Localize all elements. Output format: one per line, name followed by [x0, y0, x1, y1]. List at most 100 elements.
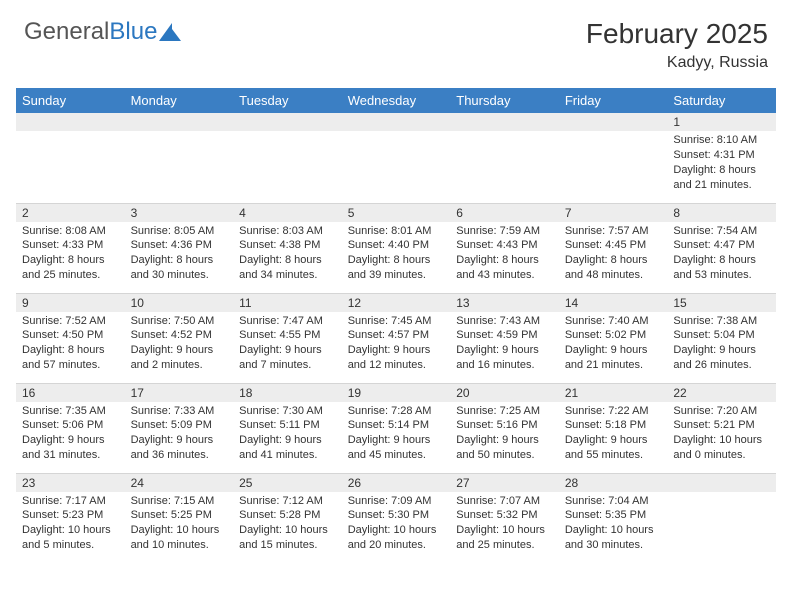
- calendar-day-cell: 9Sunrise: 7:52 AMSunset: 4:50 PMDaylight…: [16, 293, 125, 383]
- day-number: 11: [233, 294, 342, 312]
- calendar-day-cell: 11Sunrise: 7:47 AMSunset: 4:55 PMDayligh…: [233, 293, 342, 383]
- sunset-text: Sunset: 4:38 PM: [239, 238, 336, 253]
- calendar-day-cell: 6Sunrise: 7:59 AMSunset: 4:43 PMDaylight…: [450, 203, 559, 293]
- day-number: 18: [233, 384, 342, 402]
- sunset-text: Sunset: 4:36 PM: [131, 238, 228, 253]
- calendar-day-cell: 14Sunrise: 7:40 AMSunset: 5:02 PMDayligh…: [559, 293, 668, 383]
- sunset-text: Sunset: 5:14 PM: [348, 418, 445, 433]
- sunset-text: Sunset: 5:04 PM: [673, 328, 770, 343]
- sunrise-text: Sunrise: 7:22 AM: [565, 404, 662, 419]
- day-details: Sunrise: 7:15 AMSunset: 5:25 PMDaylight:…: [125, 492, 234, 557]
- sunrise-text: Sunrise: 7:30 AM: [239, 404, 336, 419]
- day-details: Sunrise: 7:25 AMSunset: 5:16 PMDaylight:…: [450, 402, 559, 467]
- calendar-day-cell: 18Sunrise: 7:30 AMSunset: 5:11 PMDayligh…: [233, 383, 342, 473]
- day-number: 1: [667, 113, 776, 131]
- logo-triangle-icon: [159, 23, 183, 41]
- sunrise-text: Sunrise: 7:50 AM: [131, 314, 228, 329]
- calendar-day-cell: [342, 113, 451, 203]
- sunset-text: Sunset: 5:02 PM: [565, 328, 662, 343]
- day-number: [233, 113, 342, 131]
- calendar-day-cell: [16, 113, 125, 203]
- day-number: 3: [125, 204, 234, 222]
- daylight-text: Daylight: 8 hours and 48 minutes.: [565, 253, 662, 283]
- sunset-text: Sunset: 5:30 PM: [348, 508, 445, 523]
- logo-text: GeneralBlue: [24, 18, 157, 46]
- day-details: Sunrise: 7:47 AMSunset: 4:55 PMDaylight:…: [233, 312, 342, 377]
- day-details: Sunrise: 7:50 AMSunset: 4:52 PMDaylight:…: [125, 312, 234, 377]
- day-number: 5: [342, 204, 451, 222]
- sunrise-text: Sunrise: 8:08 AM: [22, 224, 119, 239]
- sunrise-text: Sunrise: 7:17 AM: [22, 494, 119, 509]
- day-details: Sunrise: 7:12 AMSunset: 5:28 PMDaylight:…: [233, 492, 342, 557]
- daylight-text: Daylight: 8 hours and 30 minutes.: [131, 253, 228, 283]
- sunset-text: Sunset: 5:32 PM: [456, 508, 553, 523]
- sunrise-text: Sunrise: 7:40 AM: [565, 314, 662, 329]
- calendar-week-row: 2Sunrise: 8:08 AMSunset: 4:33 PMDaylight…: [16, 203, 776, 293]
- day-details: Sunrise: 7:38 AMSunset: 5:04 PMDaylight:…: [667, 312, 776, 377]
- day-details: Sunrise: 7:09 AMSunset: 5:30 PMDaylight:…: [342, 492, 451, 557]
- day-number: 9: [16, 294, 125, 312]
- day-details: Sunrise: 7:52 AMSunset: 4:50 PMDaylight:…: [16, 312, 125, 377]
- daylight-text: Daylight: 10 hours and 20 minutes.: [348, 523, 445, 553]
- sunrise-text: Sunrise: 8:01 AM: [348, 224, 445, 239]
- day-number: 15: [667, 294, 776, 312]
- calendar-day-cell: 15Sunrise: 7:38 AMSunset: 5:04 PMDayligh…: [667, 293, 776, 383]
- calendar-day-cell: 20Sunrise: 7:25 AMSunset: 5:16 PMDayligh…: [450, 383, 559, 473]
- calendar-day-cell: 23Sunrise: 7:17 AMSunset: 5:23 PMDayligh…: [16, 473, 125, 563]
- daylight-text: Daylight: 9 hours and 50 minutes.: [456, 433, 553, 463]
- logo: GeneralBlue: [24, 18, 183, 46]
- daylight-text: Daylight: 8 hours and 25 minutes.: [22, 253, 119, 283]
- calendar-day-cell: 19Sunrise: 7:28 AMSunset: 5:14 PMDayligh…: [342, 383, 451, 473]
- day-number: 6: [450, 204, 559, 222]
- calendar-day-cell: 10Sunrise: 7:50 AMSunset: 4:52 PMDayligh…: [125, 293, 234, 383]
- sunset-text: Sunset: 4:59 PM: [456, 328, 553, 343]
- calendar-day-cell: [450, 113, 559, 203]
- sunset-text: Sunset: 4:40 PM: [348, 238, 445, 253]
- sunset-text: Sunset: 5:35 PM: [565, 508, 662, 523]
- calendar-day-cell: 17Sunrise: 7:33 AMSunset: 5:09 PMDayligh…: [125, 383, 234, 473]
- sunset-text: Sunset: 5:23 PM: [22, 508, 119, 523]
- day-details: Sunrise: 8:03 AMSunset: 4:38 PMDaylight:…: [233, 222, 342, 287]
- sunrise-text: Sunrise: 7:38 AM: [673, 314, 770, 329]
- day-number: 8: [667, 204, 776, 222]
- day-details: Sunrise: 7:54 AMSunset: 4:47 PMDaylight:…: [667, 222, 776, 287]
- daylight-text: Daylight: 10 hours and 5 minutes.: [22, 523, 119, 553]
- calendar-day-cell: [125, 113, 234, 203]
- day-number: 27: [450, 474, 559, 492]
- day-number: 23: [16, 474, 125, 492]
- day-number: 24: [125, 474, 234, 492]
- sunrise-text: Sunrise: 7:33 AM: [131, 404, 228, 419]
- calendar-day-cell: 8Sunrise: 7:54 AMSunset: 4:47 PMDaylight…: [667, 203, 776, 293]
- sunset-text: Sunset: 5:16 PM: [456, 418, 553, 433]
- calendar-day-cell: 22Sunrise: 7:20 AMSunset: 5:21 PMDayligh…: [667, 383, 776, 473]
- calendar-day-cell: [559, 113, 668, 203]
- sunset-text: Sunset: 5:28 PM: [239, 508, 336, 523]
- day-number: 17: [125, 384, 234, 402]
- day-details: Sunrise: 7:45 AMSunset: 4:57 PMDaylight:…: [342, 312, 451, 377]
- logo-text-blue: Blue: [109, 18, 157, 45]
- calendar-table: Sunday Monday Tuesday Wednesday Thursday…: [16, 88, 776, 563]
- day-details: Sunrise: 8:08 AMSunset: 4:33 PMDaylight:…: [16, 222, 125, 287]
- day-details: Sunrise: 7:30 AMSunset: 5:11 PMDaylight:…: [233, 402, 342, 467]
- sunset-text: Sunset: 4:31 PM: [673, 148, 770, 163]
- logo-text-gray: General: [24, 18, 109, 45]
- sunrise-text: Sunrise: 7:59 AM: [456, 224, 553, 239]
- daylight-text: Daylight: 8 hours and 53 minutes.: [673, 253, 770, 283]
- day-number: 7: [559, 204, 668, 222]
- daylight-text: Daylight: 10 hours and 30 minutes.: [565, 523, 662, 553]
- day-number: 19: [342, 384, 451, 402]
- sunrise-text: Sunrise: 7:15 AM: [131, 494, 228, 509]
- day-number: 25: [233, 474, 342, 492]
- sunset-text: Sunset: 4:52 PM: [131, 328, 228, 343]
- day-details: Sunrise: 7:59 AMSunset: 4:43 PMDaylight:…: [450, 222, 559, 287]
- calendar-body: 1Sunrise: 8:10 AMSunset: 4:31 PMDaylight…: [16, 113, 776, 563]
- day-number: 14: [559, 294, 668, 312]
- weekday-header: Monday: [125, 88, 234, 113]
- day-details: Sunrise: 7:17 AMSunset: 5:23 PMDaylight:…: [16, 492, 125, 557]
- day-details: Sunrise: 7:22 AMSunset: 5:18 PMDaylight:…: [559, 402, 668, 467]
- title-block: February 2025 Kadyy, Russia: [586, 18, 768, 72]
- sunset-text: Sunset: 5:25 PM: [131, 508, 228, 523]
- sunrise-text: Sunrise: 7:20 AM: [673, 404, 770, 419]
- day-details: Sunrise: 7:20 AMSunset: 5:21 PMDaylight:…: [667, 402, 776, 467]
- calendar-day-cell: 2Sunrise: 8:08 AMSunset: 4:33 PMDaylight…: [16, 203, 125, 293]
